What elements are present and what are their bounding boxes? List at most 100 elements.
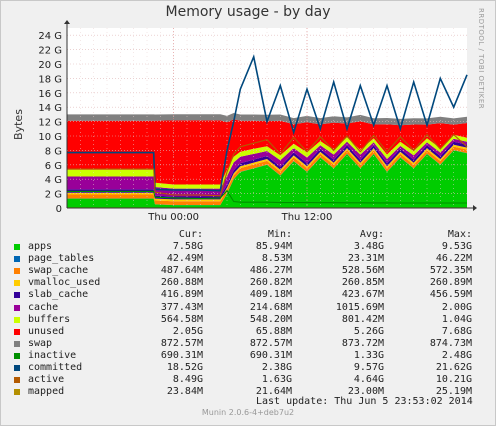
legend-row-inactive: inactive 690.31M 690.31M 1.33G 2.48G xyxy=(12,350,482,362)
legend-min-value: 21.64M xyxy=(255,386,292,398)
legend-cur-value: 2.05G xyxy=(172,325,203,337)
legend-avg-value: 23.00M xyxy=(347,386,384,398)
legend-swatch xyxy=(14,292,20,299)
legend-row-swap: swap 872.57M 872.57M 873.72M 874.73M xyxy=(12,338,482,350)
area-buffers xyxy=(67,134,467,189)
legend-min-value: 65.88M xyxy=(255,325,292,337)
legend-series-name: swap_cache xyxy=(28,265,89,277)
legend-max-value: 456.59M xyxy=(429,289,472,301)
legend-cur-value: 7.58G xyxy=(172,241,203,253)
line-committed xyxy=(67,54,468,192)
legend-max-value: 21.62G xyxy=(435,362,472,374)
x-tick-label: Thu 00:00 xyxy=(147,212,199,223)
legend-cur-value: 564.58M xyxy=(160,313,203,325)
legend-swatch xyxy=(14,256,20,263)
munin-version: Munin 2.0.6-4+deb7u2 xyxy=(201,408,295,417)
legend-swatch xyxy=(14,268,20,275)
legend-row-active: active 8.49G 1.63G 4.64G 10.21G xyxy=(12,374,482,386)
col-cur-header: Cur: xyxy=(178,229,203,240)
legend-max-value: 260.89M xyxy=(429,277,472,289)
legend-max-value: 874.73M xyxy=(429,337,472,349)
legend-avg-value: 4.64G xyxy=(353,374,384,386)
legend-row-page-tables: page_tables 42.49M 8.53M 23.31M 46.22M xyxy=(12,253,482,265)
rrdtool-watermark: RRDTOOL / TOBI OETIKER xyxy=(477,8,485,110)
legend-series-name: apps xyxy=(28,241,53,253)
legend-series-name: active xyxy=(28,374,65,386)
legend-row-mapped: mapped 23.84M 21.64M 23.00M 25.19M xyxy=(12,386,482,398)
legend-cur-value: 42.49M xyxy=(166,253,203,265)
y-tick-label: 14 G xyxy=(38,103,62,114)
col-min-header: Min: xyxy=(267,229,292,240)
y-tick-label: 10 G xyxy=(38,132,62,143)
y-tick-label: 0 xyxy=(56,204,62,215)
legend-swatch xyxy=(14,316,20,323)
legend-series-name: mapped xyxy=(28,386,65,398)
legend-series-name: committed xyxy=(28,362,83,374)
legend-avg-value: 23.31M xyxy=(347,253,384,265)
legend-min-value: 409.18M xyxy=(249,289,292,301)
line-inactive xyxy=(67,189,467,204)
legend-avg-value: 9.57G xyxy=(353,362,384,374)
legend-max-value: 46.22M xyxy=(435,253,472,265)
legend-swatch xyxy=(14,340,20,347)
y-tick-label: 2 G xyxy=(45,190,62,201)
legend-cur-value: 872.57M xyxy=(160,337,203,349)
legend-max-value: 1.04G xyxy=(441,313,472,325)
legend-cur-value: 18.52G xyxy=(166,362,203,374)
legend-max-value: 2.48G xyxy=(441,349,472,361)
legend-avg-value: 528.56M xyxy=(341,265,384,277)
legend-row-swap-cache: swap_cache 487.64M 486.27M 528.56M 572.35M xyxy=(12,265,482,277)
y-tick-label: 8 G xyxy=(45,146,62,157)
legend-row-unused: unused 2.05G 65.88M 5.26G 7.68G xyxy=(12,326,482,338)
x-tick-label: Thu 12:00 xyxy=(281,212,333,223)
legend-series-name: page_tables xyxy=(28,253,95,265)
legend-min-value: 2.38G xyxy=(261,362,292,374)
legend-row-buffers: buffers 564.58M 548.20M 801.42M 1.04G xyxy=(12,314,482,326)
y-tick-label: 12 G xyxy=(38,118,62,129)
legend-series-name: inactive xyxy=(28,349,77,361)
legend-avg-value: 423.67M xyxy=(341,289,384,301)
legend-swatch xyxy=(14,280,20,287)
legend-cur-value: 8.49G xyxy=(172,374,203,386)
legend-cur-value: 377.43M xyxy=(160,301,203,313)
legend-cur-value: 260.88M xyxy=(160,277,203,289)
legend-row-apps: apps 7.58G 85.94M 3.48G 9.53G xyxy=(12,241,482,253)
legend-series-name: buffers xyxy=(28,313,71,325)
legend-cur-value: 690.31M xyxy=(160,349,203,361)
legend-max-value: 9.53G xyxy=(441,241,472,253)
legend-min-value: 548.20M xyxy=(249,313,292,325)
legend-max-value: 7.68G xyxy=(441,325,472,337)
last-update: Last update: Thu Jun 5 23:53:02 2014 xyxy=(256,396,473,407)
y-tick-label: 16 G xyxy=(38,89,62,100)
legend-cur-value: 416.89M xyxy=(160,289,203,301)
legend-row-slab-cache: slab_cache 416.89M 409.18M 423.67M 456.59M xyxy=(12,289,482,301)
legend-min-value: 872.57M xyxy=(249,337,292,349)
x-axis-arrow xyxy=(473,205,477,211)
legend-max-value: 25.19M xyxy=(435,386,472,398)
legend-swatch xyxy=(14,352,20,359)
y-tick-label: 24 G xyxy=(38,31,62,42)
legend-min-value: 1.63G xyxy=(261,374,292,386)
area-unused xyxy=(67,119,467,185)
legend-swatch xyxy=(14,244,20,251)
legend-avg-value: 1.33G xyxy=(353,349,384,361)
legend-min-value: 690.31M xyxy=(249,349,292,361)
legend-avg-value: 5.26G xyxy=(353,325,384,337)
y-axis-arrow xyxy=(64,20,70,24)
legend-avg-value: 260.85M xyxy=(341,277,384,289)
legend-min-value: 8.53M xyxy=(261,253,292,265)
legend-series-name: slab_cache xyxy=(28,289,89,301)
legend-series-name: vmalloc_used xyxy=(28,277,101,289)
legend-swatch xyxy=(14,377,20,384)
legend-min-value: 260.82M xyxy=(249,277,292,289)
legend-avg-value: 1015.69M xyxy=(335,301,384,313)
legend-row-cache: cache 377.43M 214.68M 1015.69M 2.00G xyxy=(12,302,482,314)
legend-table: Cur: Min: Avg: Max: apps 7.58G 85.94M 3.48G… xyxy=(12,229,482,398)
legend-min-value: 486.27M xyxy=(249,265,292,277)
legend-header: Cur: Min: Avg: Max: xyxy=(12,229,482,241)
y-tick-label: 20 G xyxy=(38,60,62,71)
legend-max-value: 2.00G xyxy=(441,301,472,313)
col-max-header: Max: xyxy=(447,229,472,240)
col-avg-header: Avg: xyxy=(359,229,384,240)
